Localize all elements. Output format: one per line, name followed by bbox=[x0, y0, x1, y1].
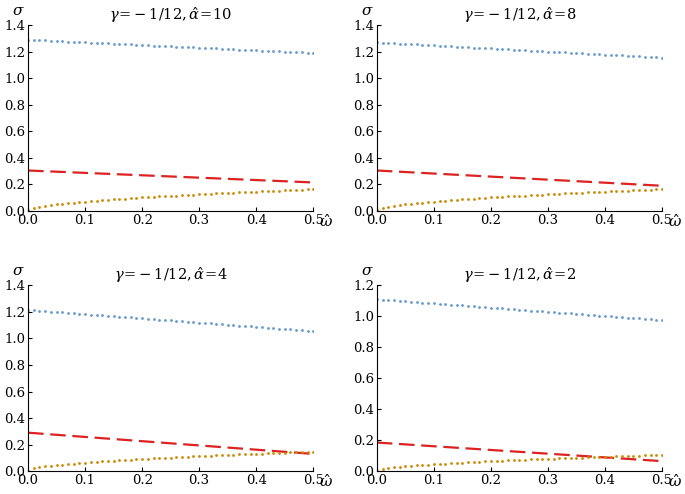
Text: $\sigma$: $\sigma$ bbox=[12, 3, 25, 18]
Text: $\sigma$: $\sigma$ bbox=[361, 264, 374, 278]
Text: $\hat{\omega}$: $\hat{\omega}$ bbox=[668, 473, 682, 490]
Title: $\gamma\!=\!-1/12,\hat{\alpha}\!=\!4$: $\gamma\!=\!-1/12,\hat{\alpha}\!=\!4$ bbox=[114, 265, 227, 285]
Text: $\hat{\omega}$: $\hat{\omega}$ bbox=[668, 213, 682, 230]
Text: $\sigma$: $\sigma$ bbox=[361, 3, 374, 18]
Title: $\gamma\!=\!-1/12,\hat{\alpha}\!=\!10$: $\gamma\!=\!-1/12,\hat{\alpha}\!=\!10$ bbox=[110, 5, 232, 25]
Text: $\hat{\omega}$: $\hat{\omega}$ bbox=[319, 213, 333, 230]
Title: $\gamma\!=\!-1/12,\hat{\alpha}\!=\!8$: $\gamma\!=\!-1/12,\hat{\alpha}\!=\!8$ bbox=[462, 5, 576, 25]
Text: $\hat{\omega}$: $\hat{\omega}$ bbox=[319, 473, 333, 490]
Text: $\sigma$: $\sigma$ bbox=[12, 264, 25, 278]
Title: $\gamma\!=\!-1/12,\hat{\alpha}\!=\!2$: $\gamma\!=\!-1/12,\hat{\alpha}\!=\!2$ bbox=[463, 265, 576, 285]
